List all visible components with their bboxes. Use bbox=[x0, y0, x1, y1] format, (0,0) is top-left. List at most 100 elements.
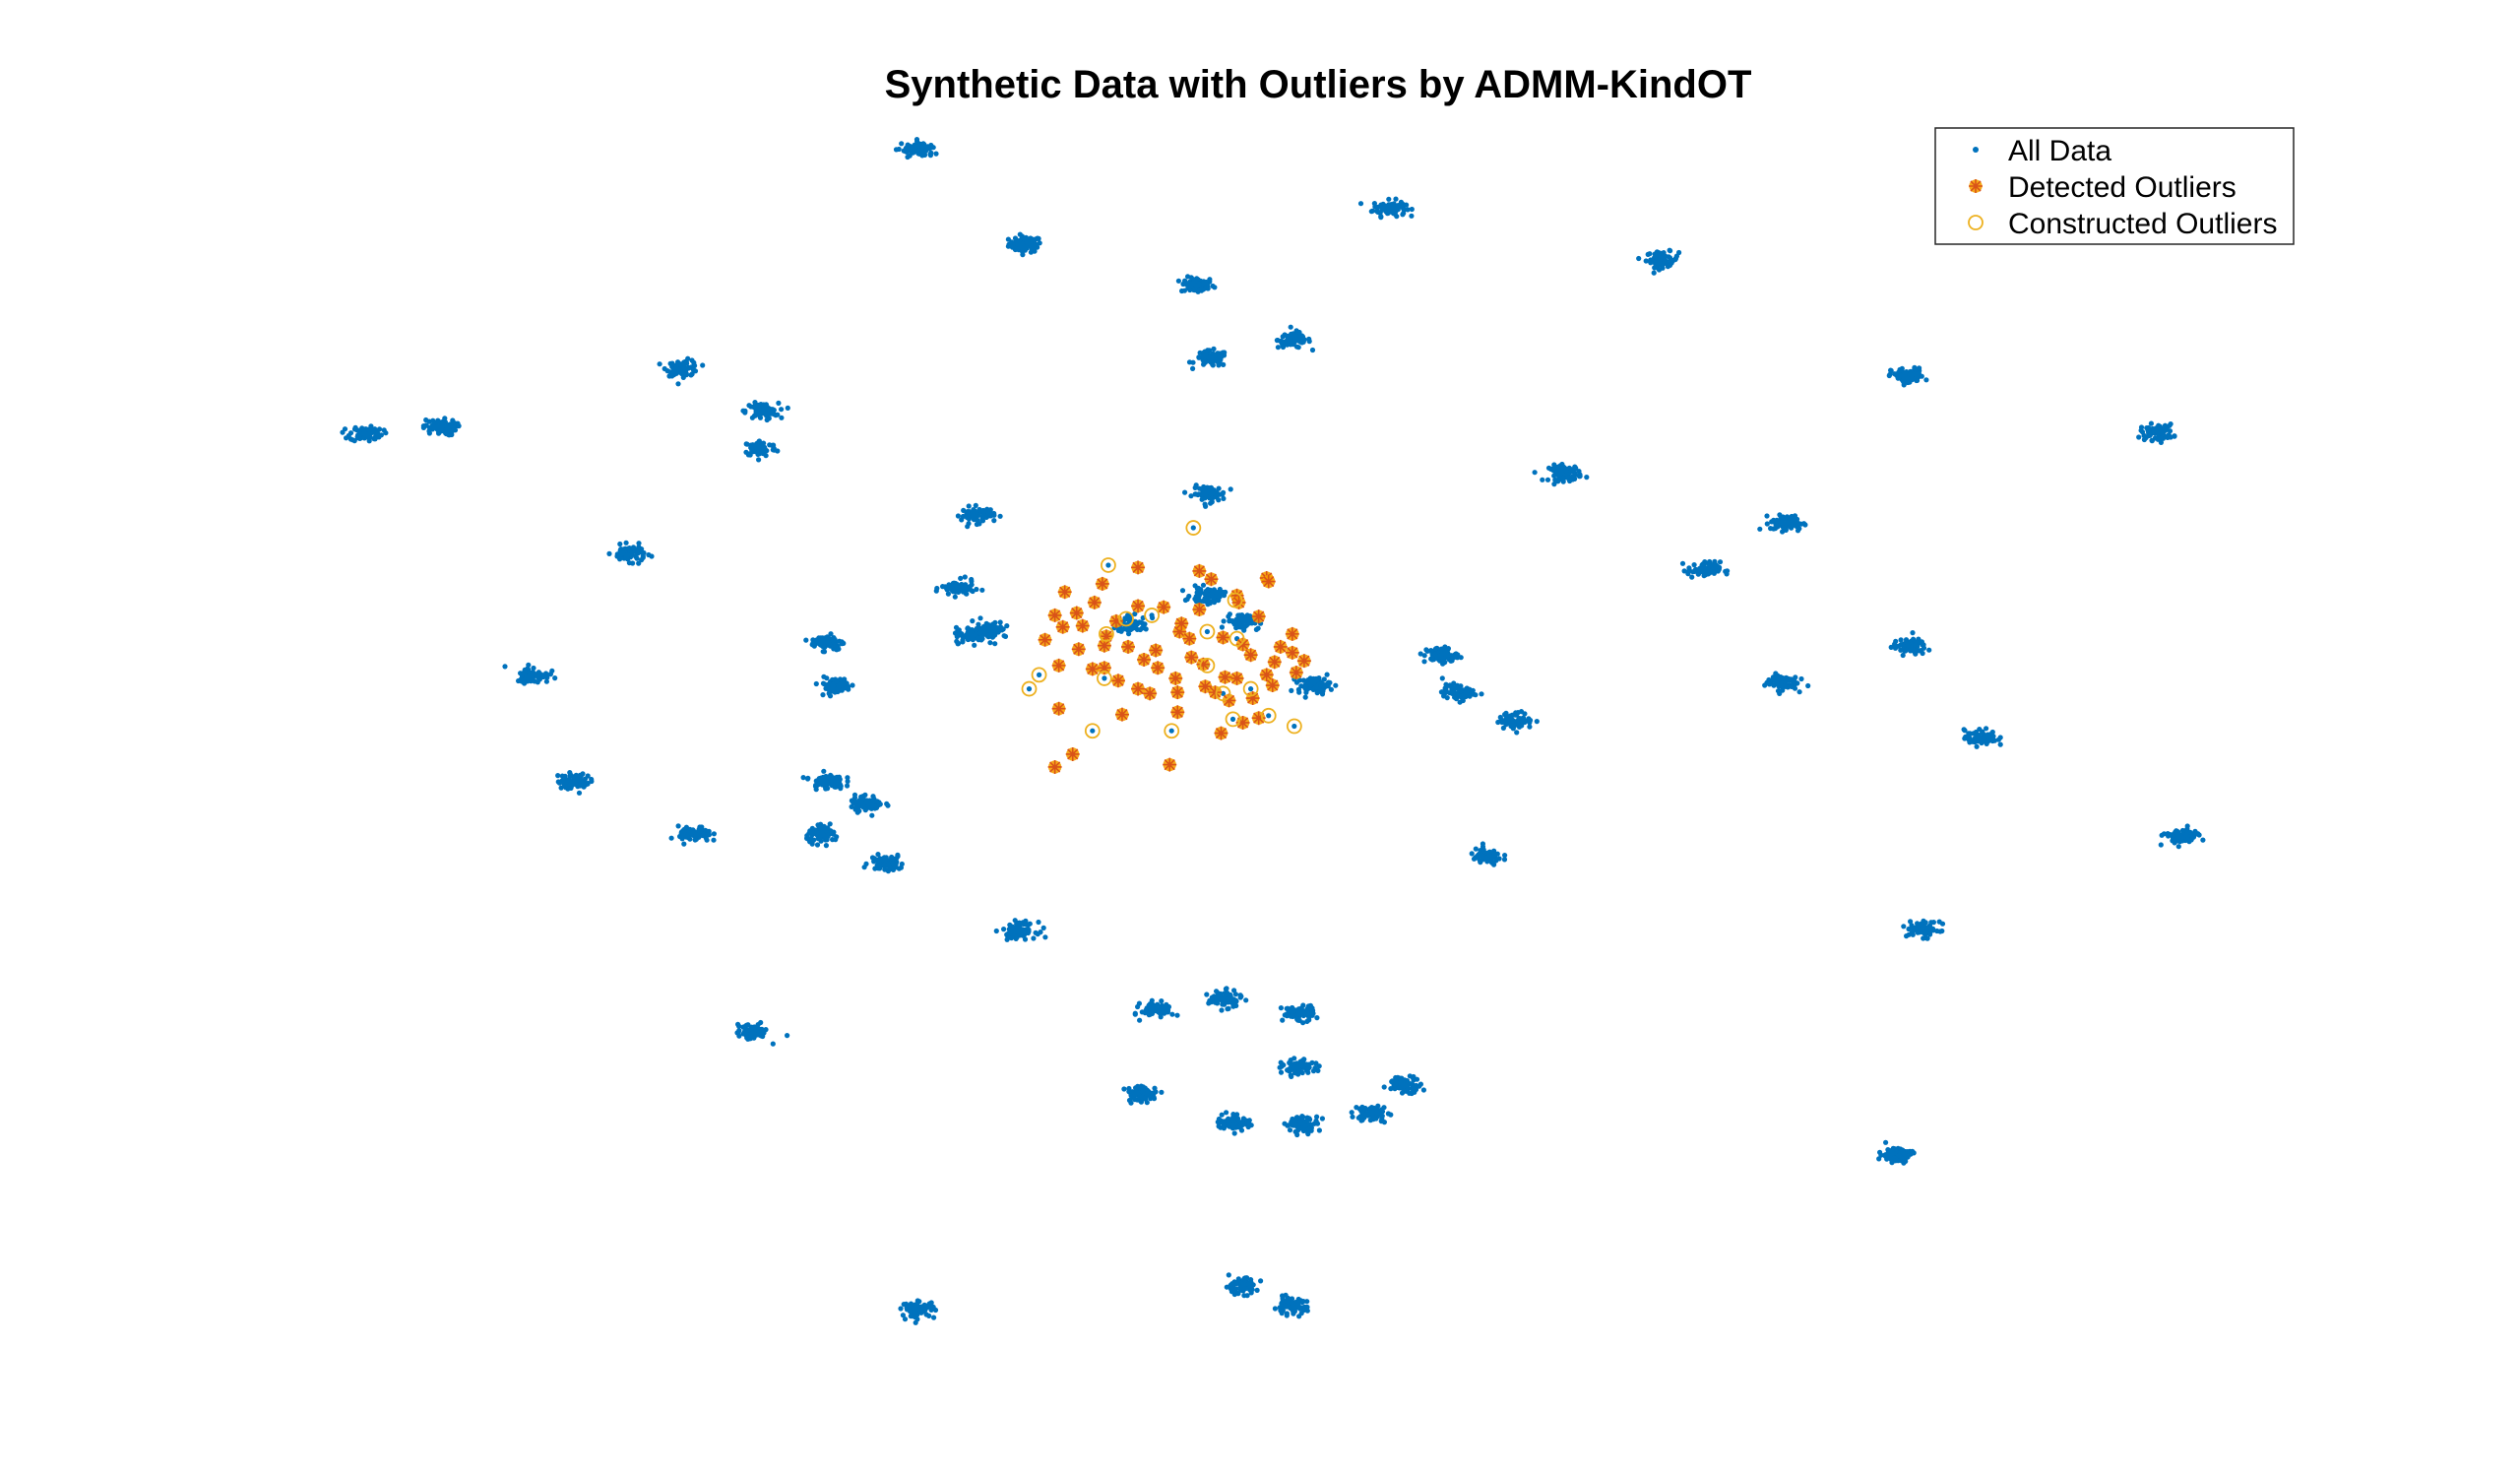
data-point bbox=[831, 829, 837, 835]
data-point bbox=[1164, 1008, 1169, 1014]
data-point bbox=[776, 400, 782, 406]
data-point bbox=[2185, 837, 2191, 843]
data-point bbox=[915, 151, 921, 157]
data-point bbox=[1562, 468, 1569, 474]
data-point bbox=[1401, 1088, 1407, 1094]
data-point bbox=[1320, 688, 1326, 694]
data-point bbox=[1224, 1284, 1229, 1290]
data-point bbox=[1393, 196, 1399, 202]
detected-outlier-marker bbox=[1149, 643, 1164, 658]
data-point bbox=[1001, 633, 1007, 639]
data-point bbox=[1989, 729, 1995, 736]
data-point bbox=[1686, 565, 1692, 571]
data-point bbox=[1449, 658, 1455, 664]
data-point bbox=[1893, 371, 1899, 377]
data-point bbox=[438, 425, 444, 431]
data-point bbox=[1302, 682, 1308, 688]
data-point bbox=[1035, 931, 1040, 937]
data-point bbox=[2174, 829, 2180, 835]
detected-outlier-marker bbox=[1184, 650, 1199, 665]
data-point bbox=[1667, 262, 1673, 268]
data-point bbox=[973, 502, 978, 508]
data-point bbox=[1691, 562, 1697, 568]
asterisk-icon bbox=[1055, 619, 1070, 634]
data-point bbox=[1224, 1110, 1229, 1116]
data-point bbox=[981, 629, 988, 635]
data-point bbox=[1502, 853, 1508, 859]
data-point bbox=[431, 419, 437, 425]
data-point bbox=[970, 509, 976, 515]
data-point bbox=[749, 447, 755, 453]
data-point bbox=[2167, 428, 2174, 434]
data-point bbox=[691, 367, 697, 373]
detected-outlier-marker bbox=[1192, 603, 1207, 616]
data-point bbox=[1439, 675, 1445, 681]
data-point bbox=[1142, 1010, 1148, 1016]
data-point bbox=[1031, 935, 1037, 941]
data-point bbox=[1977, 727, 1983, 733]
asterisk-icon bbox=[1157, 600, 1171, 614]
data-point bbox=[926, 1313, 932, 1318]
data-cluster bbox=[420, 416, 462, 438]
detected-outlier-marker bbox=[1267, 655, 1282, 670]
data-point bbox=[1144, 1100, 1150, 1106]
data-point bbox=[1126, 631, 1132, 637]
data-point bbox=[1169, 1011, 1175, 1017]
data-point bbox=[1304, 1005, 1310, 1011]
data-point bbox=[1215, 351, 1221, 356]
data-point bbox=[1473, 846, 1479, 852]
data-point bbox=[1313, 1060, 1319, 1066]
data-point bbox=[1197, 485, 1203, 491]
data-point bbox=[1105, 562, 1111, 568]
data-cluster bbox=[668, 823, 718, 847]
data-point bbox=[869, 812, 875, 818]
data-point bbox=[1009, 924, 1015, 930]
data-point bbox=[954, 638, 960, 645]
data-point bbox=[1771, 517, 1777, 523]
data-point bbox=[740, 1024, 746, 1030]
data-point bbox=[1153, 1008, 1159, 1014]
data-point bbox=[435, 417, 441, 423]
asterisk-icon bbox=[1047, 759, 1062, 774]
data-point bbox=[815, 822, 821, 828]
data-point bbox=[1132, 1011, 1138, 1017]
data-point bbox=[1386, 205, 1392, 211]
data-point bbox=[1519, 723, 1525, 729]
data-point bbox=[1565, 475, 1571, 481]
data-point bbox=[1654, 249, 1660, 255]
data-point bbox=[1388, 1112, 1394, 1118]
data-point bbox=[1381, 1084, 1387, 1090]
data-point bbox=[1359, 1117, 1365, 1123]
data-point bbox=[1796, 689, 1802, 695]
data-point bbox=[1220, 491, 1226, 497]
data-point bbox=[1369, 208, 1375, 214]
data-point bbox=[974, 586, 979, 593]
data-point bbox=[1001, 927, 1007, 932]
data-point bbox=[1887, 1150, 1893, 1156]
data-point bbox=[1288, 1067, 1293, 1073]
data-point bbox=[1699, 562, 1705, 569]
data-point bbox=[1204, 628, 1210, 635]
asterisk-icon bbox=[1168, 671, 1183, 685]
detected-outlier-marker bbox=[1038, 632, 1052, 647]
data-point bbox=[961, 507, 967, 514]
data-point bbox=[1210, 351, 1216, 356]
data-point bbox=[1392, 1086, 1398, 1092]
data-point bbox=[1469, 851, 1475, 857]
data-point bbox=[1136, 1000, 1142, 1006]
data-point bbox=[1910, 630, 1916, 636]
data-point bbox=[502, 664, 508, 670]
data-point bbox=[636, 541, 642, 546]
data-point bbox=[1030, 236, 1036, 242]
data-point bbox=[1102, 675, 1107, 681]
data-point bbox=[1217, 594, 1223, 600]
data-point bbox=[1314, 1015, 1320, 1021]
data-point bbox=[1910, 647, 1916, 653]
data-point bbox=[1309, 347, 1316, 353]
data-point bbox=[704, 837, 710, 843]
data-point bbox=[1374, 208, 1380, 215]
data-point bbox=[452, 427, 459, 433]
data-point bbox=[1199, 496, 1205, 502]
data-point bbox=[1418, 651, 1423, 657]
detected-outlier-marker bbox=[1131, 599, 1146, 613]
